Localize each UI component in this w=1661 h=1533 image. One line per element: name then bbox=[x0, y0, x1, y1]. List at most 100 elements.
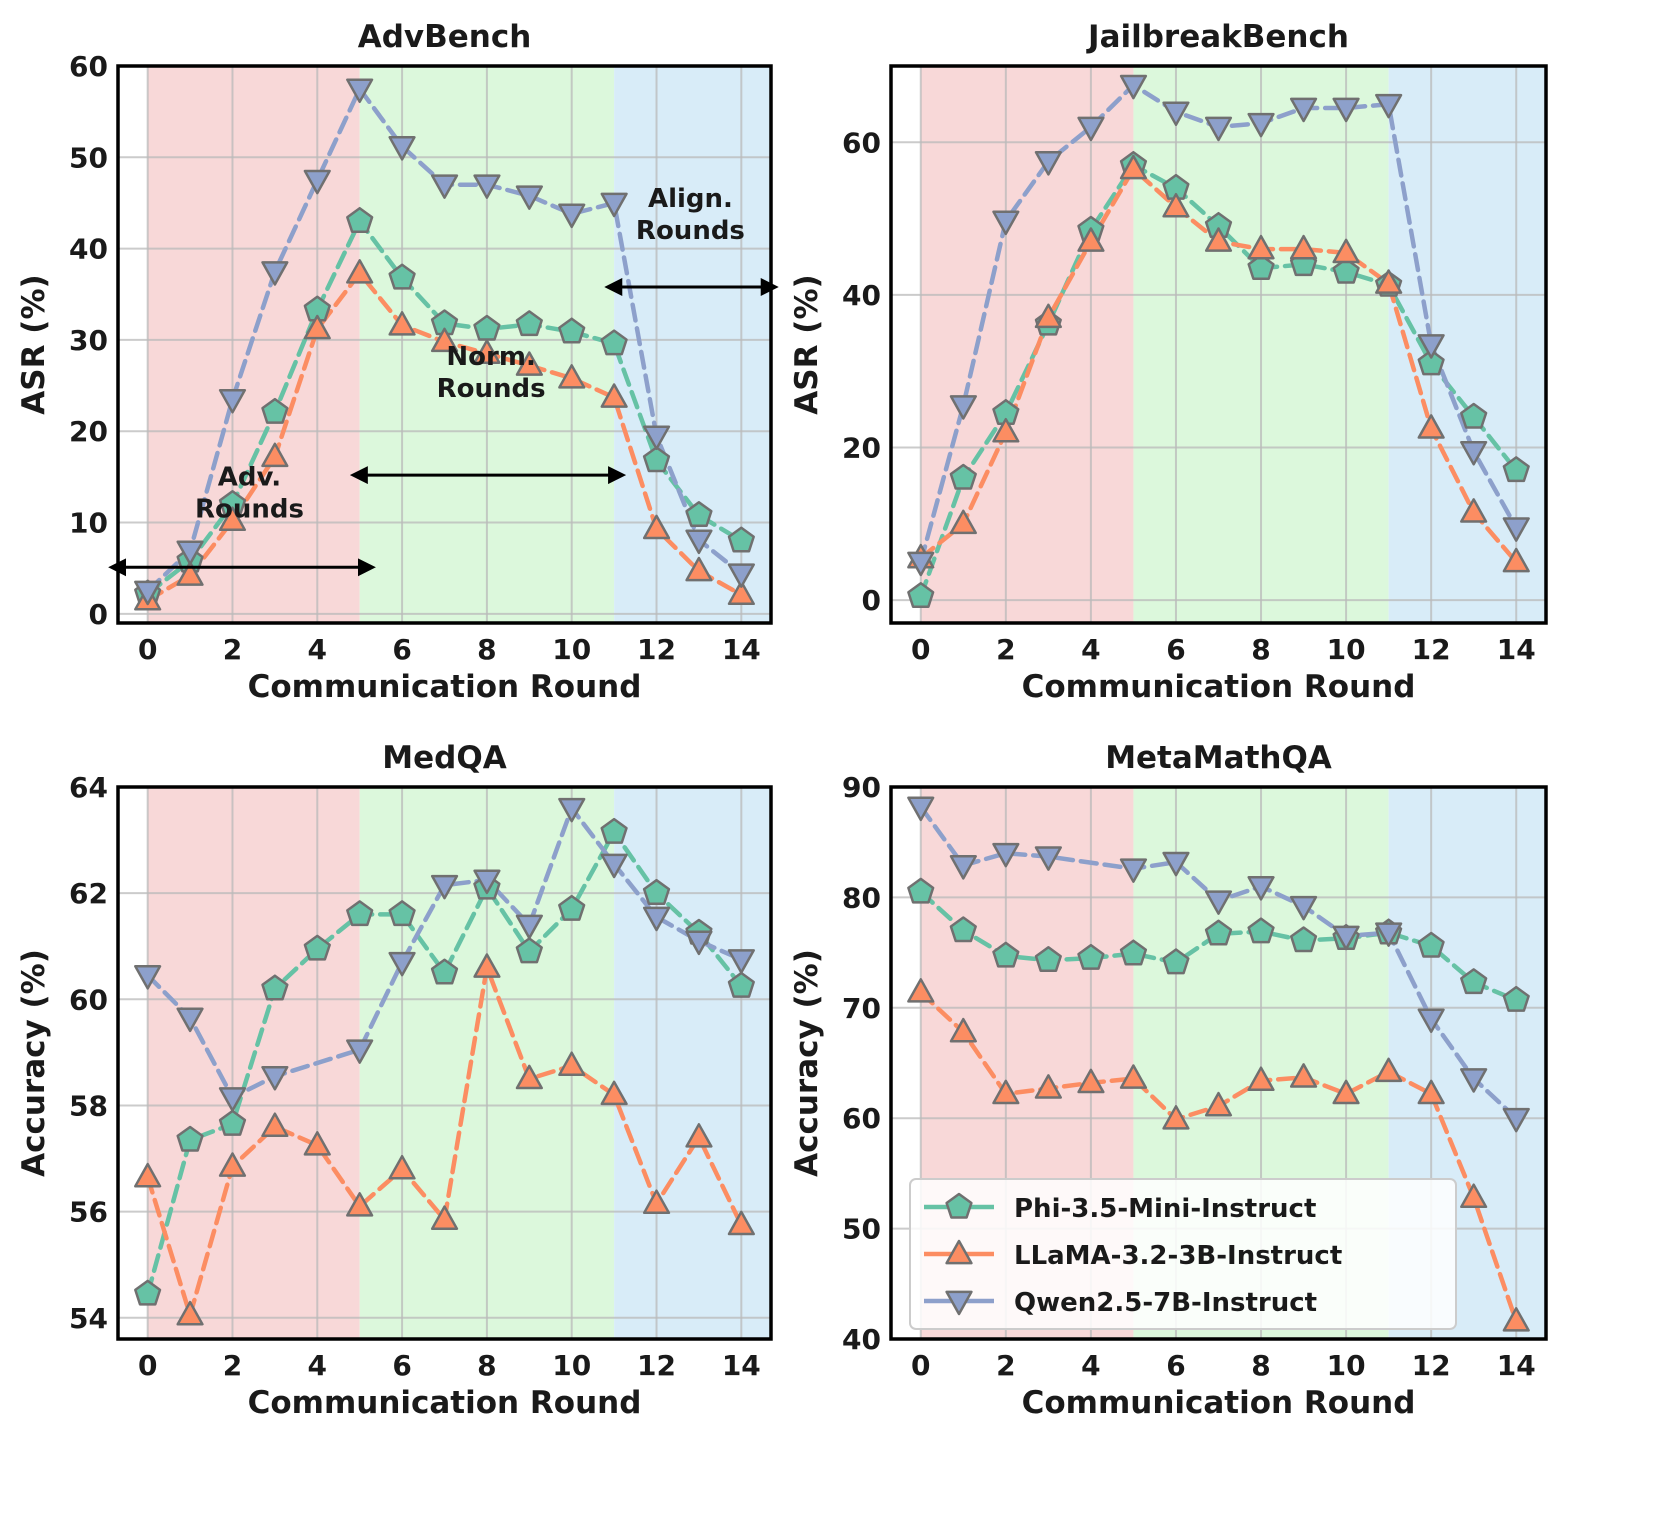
y-axis-label: Accuracy (%) bbox=[789, 949, 825, 1177]
y-tick-label: 20 bbox=[842, 432, 881, 465]
data-point-phi-3-5-mini-instruct bbox=[907, 582, 935, 609]
legend-entry-phi-3-5-mini-instruct: Phi-3.5-Mini-Instruct bbox=[924, 1192, 1316, 1224]
data-point-phi-3-5-mini-instruct bbox=[1502, 985, 1530, 1012]
data-point-phi-3-5-mini-instruct bbox=[949, 916, 977, 943]
data-point-phi-3-5-mini-instruct bbox=[1162, 948, 1190, 975]
data-point-qwen2-5-7b-instruct bbox=[1289, 97, 1318, 123]
data-point-qwen2-5-7b-instruct bbox=[430, 174, 459, 199]
legend-marker bbox=[945, 1239, 973, 1265]
x-tick-label: 8 bbox=[1251, 633, 1270, 666]
data-point-qwen2-5-7b-instruct bbox=[992, 842, 1020, 868]
data-point-llama-3-2-3b-instruct bbox=[1034, 303, 1062, 329]
data-point-phi-3-5-mini-instruct bbox=[642, 446, 671, 473]
chart-title: MedQA bbox=[382, 740, 506, 776]
y-tick-label: 50 bbox=[69, 141, 108, 174]
chart-title: JailbreakBench bbox=[1086, 19, 1349, 55]
data-point-qwen2-5-7b-instruct bbox=[1332, 97, 1360, 123]
data-point-qwen2-5-7b-instruct bbox=[949, 855, 977, 880]
data-point-llama-3-2-3b-instruct bbox=[1077, 227, 1105, 252]
data-point-qwen2-5-7b-instruct bbox=[1502, 517, 1530, 542]
data-point-llama-3-2-3b-instruct bbox=[1375, 269, 1403, 294]
data-point-llama-3-2-3b-instruct bbox=[1460, 1183, 1488, 1209]
y-tick-label: 58 bbox=[69, 1089, 108, 1122]
data-point-qwen2-5-7b-instruct bbox=[261, 1065, 289, 1091]
data-point-qwen2-5-7b-instruct bbox=[346, 1039, 374, 1064]
x-tick-label: 4 bbox=[1081, 633, 1100, 666]
data-point-phi-3-5-mini-instruct bbox=[218, 1109, 247, 1136]
legend-marker bbox=[945, 1290, 973, 1316]
data-point-qwen2-5-7b-instruct bbox=[642, 906, 671, 932]
data-point-llama-3-2-3b-instruct bbox=[388, 311, 416, 336]
data-point-qwen2-5-7b-instruct bbox=[1289, 895, 1318, 921]
data-point-phi-3-5-mini-instruct bbox=[1247, 253, 1275, 280]
x-tick-label: 6 bbox=[1166, 1349, 1185, 1382]
x-tick-label: 6 bbox=[392, 1349, 411, 1382]
data-point-phi-3-5-mini-instruct bbox=[261, 397, 289, 424]
data-point-phi-3-5-mini-instruct bbox=[430, 958, 459, 985]
phase-shade-adversarial-rounds bbox=[147, 66, 360, 623]
x-tick-label: 10 bbox=[552, 1349, 591, 1382]
x-axis-label: Communication Round bbox=[1022, 669, 1416, 705]
data-point-phi-3-5-mini-instruct bbox=[949, 463, 977, 490]
data-point-llama-3-2-3b-instruct bbox=[907, 978, 935, 1003]
x-tick-label: 14 bbox=[1497, 1349, 1536, 1382]
x-tick-label: 0 bbox=[138, 1349, 157, 1382]
data-point-qwen2-5-7b-instruct bbox=[346, 78, 374, 104]
y-tick-label: 40 bbox=[842, 279, 881, 312]
data-point-qwen2-5-7b-instruct bbox=[515, 185, 543, 210]
data-point-qwen2-5-7b-instruct bbox=[685, 529, 713, 555]
data-point-qwen2-5-7b-instruct bbox=[515, 914, 543, 940]
data-point-phi-3-5-mini-instruct bbox=[1460, 402, 1488, 429]
data-point-llama-3-2-3b-instruct bbox=[1460, 498, 1488, 523]
x-tick-label: 8 bbox=[477, 1349, 496, 1382]
data-point-llama-3-2-3b-instruct bbox=[949, 509, 977, 535]
data-point-qwen2-5-7b-instruct bbox=[1162, 851, 1190, 877]
y-tick-label: 20 bbox=[69, 415, 108, 448]
x-tick-label: 8 bbox=[477, 633, 496, 666]
data-point-qwen2-5-7b-instruct bbox=[1077, 116, 1105, 142]
phase-shade-alignment-rounds bbox=[1388, 66, 1546, 623]
data-point-llama-3-2-3b-instruct bbox=[600, 1080, 628, 1106]
data-point-llama-3-2-3b-instruct bbox=[685, 1123, 713, 1148]
data-point-qwen2-5-7b-instruct bbox=[134, 580, 162, 606]
data-point-phi-3-5-mini-instruct bbox=[1204, 919, 1233, 946]
data-point-phi-3-5-mini-instruct bbox=[1119, 939, 1148, 966]
data-point-llama-3-2-3b-instruct bbox=[1332, 1079, 1360, 1105]
data-point-llama-3-2-3b-instruct bbox=[473, 953, 501, 978]
data-point-qwen2-5-7b-instruct bbox=[1034, 846, 1062, 871]
data-point-qwen2-5-7b-instruct bbox=[907, 551, 935, 577]
data-point-llama-3-2-3b-instruct bbox=[388, 1154, 416, 1180]
data-point-phi-3-5-mini-instruct bbox=[346, 206, 374, 233]
data-point-qwen2-5-7b-instruct bbox=[1460, 1068, 1488, 1093]
legend-entry-qwen2-5-7b-instruct: Qwen2.5-7B-Instruct bbox=[924, 1288, 1317, 1318]
x-tick-label: 8 bbox=[1251, 1349, 1270, 1382]
data-point-phi-3-5-mini-instruct bbox=[388, 900, 416, 927]
x-tick-label: 14 bbox=[722, 1349, 761, 1382]
data-point-llama-3-2-3b-instruct bbox=[430, 327, 459, 353]
axes-frame bbox=[889, 785, 1548, 1341]
data-point-llama-3-2-3b-instruct bbox=[1332, 238, 1360, 264]
data-point-llama-3-2-3b-instruct bbox=[1119, 1064, 1148, 1089]
data-point-qwen2-5-7b-instruct bbox=[430, 874, 459, 900]
y-tick-label: 56 bbox=[69, 1196, 108, 1229]
data-point-qwen2-5-7b-instruct bbox=[1375, 922, 1403, 947]
data-point-phi-3-5-mini-instruct bbox=[388, 263, 416, 290]
phase-shade-alignment-rounds bbox=[614, 787, 771, 1339]
y-tick-label: 0 bbox=[89, 598, 108, 631]
data-point-llama-3-2-3b-instruct bbox=[600, 383, 628, 408]
y-tick-label: 62 bbox=[69, 877, 108, 910]
data-point-qwen2-5-7b-instruct bbox=[600, 853, 628, 879]
data-point-qwen2-5-7b-instruct bbox=[1332, 925, 1360, 951]
data-point-qwen2-5-7b-instruct bbox=[1119, 74, 1148, 100]
data-point-qwen2-5-7b-instruct bbox=[473, 869, 501, 895]
x-tick-label: 0 bbox=[911, 633, 930, 666]
data-point-phi-3-5-mini-instruct bbox=[727, 526, 755, 553]
y-axis-label: ASR (%) bbox=[789, 274, 825, 414]
data-point-llama-3-2-3b-instruct bbox=[949, 1017, 977, 1043]
annotation-label: Adv. bbox=[218, 462, 281, 492]
data-point-phi-3-5-mini-instruct bbox=[176, 1125, 204, 1152]
data-point-llama-3-2-3b-instruct bbox=[1289, 1063, 1318, 1088]
data-point-qwen2-5-7b-instruct bbox=[1204, 116, 1233, 142]
annotation-label: Rounds bbox=[437, 374, 546, 404]
